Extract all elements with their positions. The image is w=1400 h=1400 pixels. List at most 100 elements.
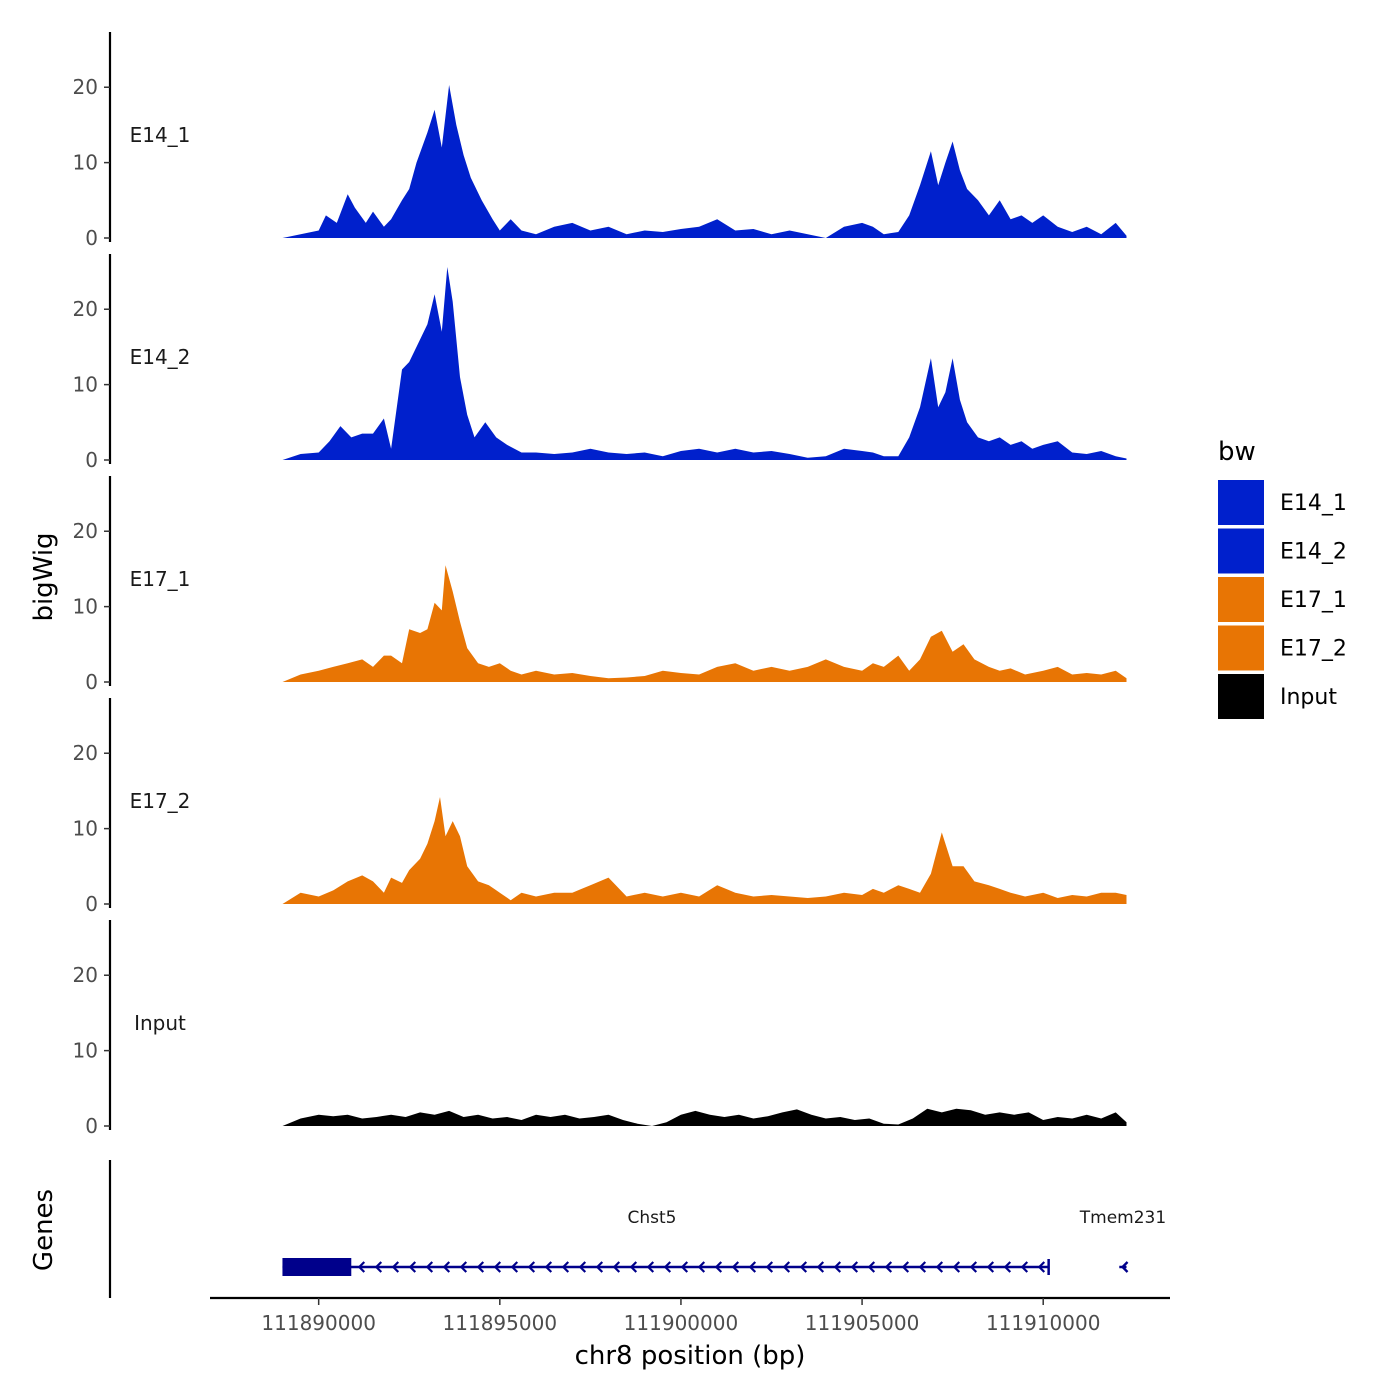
legend-label: Input bbox=[1280, 685, 1337, 710]
strand-arrow bbox=[510, 1261, 519, 1273]
legend-item: E17_2 bbox=[1218, 625, 1347, 671]
y-tick-label: 10 bbox=[73, 1039, 98, 1063]
genes-axis-title: Genes bbox=[29, 1189, 59, 1271]
track-e17-2: 0 10 20 E17_2 bbox=[73, 698, 1127, 916]
x-axis: 111890000 111895000 111900000 111905000 1119… bbox=[210, 1296, 1170, 1335]
coverage-area-input bbox=[282, 1108, 1127, 1126]
strand-arrow bbox=[612, 1261, 621, 1273]
legend: bw E14_1 E14_2 E17_1 E17_2 Input bbox=[1218, 437, 1347, 719]
x-tick-label: 111895000 bbox=[443, 1311, 558, 1335]
gene-tmem231: Tmem231 bbox=[1079, 1208, 1166, 1273]
strand-arrow bbox=[748, 1261, 757, 1273]
strand-arrow bbox=[561, 1261, 570, 1273]
y-tick-label: 20 bbox=[73, 519, 98, 543]
legend-label: E14_1 bbox=[1280, 491, 1347, 516]
strand-arrow bbox=[1003, 1261, 1012, 1273]
strand-arrow bbox=[646, 1261, 655, 1273]
legend-item: E17_1 bbox=[1218, 577, 1347, 622]
y-tick-label: 10 bbox=[73, 595, 98, 619]
coverage-area-e14-2 bbox=[282, 267, 1127, 460]
y-tick-label: 20 bbox=[73, 297, 98, 321]
coverage-area-e17-2 bbox=[282, 797, 1127, 904]
gene-exon bbox=[282, 1258, 352, 1276]
strand-arrow bbox=[663, 1261, 672, 1273]
strand-arrow bbox=[884, 1261, 893, 1273]
strand-arrow bbox=[493, 1261, 502, 1273]
y-tick-label: 20 bbox=[73, 75, 98, 99]
strand-arrow bbox=[1120, 1261, 1129, 1273]
y-axis-title: bigWig bbox=[29, 532, 59, 621]
strand-arrow bbox=[986, 1261, 995, 1273]
strand-arrow bbox=[935, 1261, 944, 1273]
coverage-area-e17-1 bbox=[282, 565, 1127, 682]
legend-label: E17_2 bbox=[1280, 637, 1347, 662]
strand-arrow bbox=[459, 1261, 468, 1273]
legend-item: E14_1 bbox=[1218, 480, 1347, 525]
track-label: E14_1 bbox=[130, 123, 191, 147]
strand-arrow bbox=[714, 1261, 723, 1273]
strand-arrow bbox=[833, 1261, 842, 1273]
strand-arrow bbox=[765, 1261, 774, 1273]
strand-arrow bbox=[816, 1261, 825, 1273]
legend-swatch bbox=[1218, 528, 1264, 574]
strand-arrow bbox=[357, 1261, 366, 1273]
y-tick-label: 0 bbox=[85, 892, 98, 916]
legend-swatch bbox=[1218, 674, 1264, 719]
legend-title: bw bbox=[1218, 437, 1256, 467]
gene-chst5: Chst5 bbox=[282, 1208, 1050, 1276]
track-label: Input bbox=[134, 1011, 186, 1035]
strand-arrow bbox=[629, 1261, 638, 1273]
y-tick-label: 20 bbox=[73, 741, 98, 765]
x-tick-label: 111900000 bbox=[624, 1311, 739, 1335]
strand-arrow bbox=[544, 1261, 553, 1273]
strand-arrow bbox=[731, 1261, 740, 1273]
strand-arrow bbox=[595, 1261, 604, 1273]
legend-swatch bbox=[1218, 577, 1264, 622]
track-e14-1: 0 10 20 E14_1 bbox=[73, 32, 1127, 250]
coverage-area-e14-1 bbox=[282, 85, 1127, 238]
y-tick-label: 10 bbox=[73, 817, 98, 841]
strand-arrow bbox=[527, 1261, 536, 1273]
strand-arrow bbox=[901, 1261, 910, 1273]
legend-swatch bbox=[1218, 625, 1264, 671]
gene-label: Chst5 bbox=[628, 1208, 677, 1228]
strand-arrow bbox=[391, 1261, 400, 1273]
x-tick-label: 111910000 bbox=[986, 1311, 1101, 1335]
strand-arrow bbox=[952, 1261, 961, 1273]
gene-label: Tmem231 bbox=[1079, 1208, 1166, 1228]
strand-arrow bbox=[969, 1261, 978, 1273]
legend-label: E17_1 bbox=[1280, 588, 1347, 613]
strand-arrow bbox=[476, 1261, 485, 1273]
x-tick-label: 111890000 bbox=[261, 1311, 376, 1335]
legend-label: E14_2 bbox=[1280, 540, 1347, 565]
track-label: E14_2 bbox=[130, 345, 191, 369]
legend-swatch bbox=[1218, 480, 1264, 525]
strand-arrow bbox=[578, 1261, 587, 1273]
y-tick-label: 10 bbox=[73, 151, 98, 175]
track-e17-1: 0 10 20 E17_1 bbox=[73, 476, 1127, 694]
y-tick-label: 20 bbox=[73, 963, 98, 987]
strand-arrow bbox=[408, 1261, 417, 1273]
coverage-tracks: 0 10 20 E14_1 0 10 20 E14_2 0 10 20 E17_1 0 10 20 E17_2… bbox=[73, 32, 1127, 1138]
strand-arrow bbox=[374, 1261, 383, 1273]
track-e14-2: 0 10 20 E14_2 bbox=[73, 254, 1127, 472]
strand-arrow bbox=[867, 1261, 876, 1273]
strand-arrow bbox=[1020, 1261, 1029, 1273]
track-label: E17_1 bbox=[130, 567, 191, 591]
y-tick-label: 0 bbox=[85, 1114, 98, 1138]
legend-item: Input bbox=[1218, 674, 1337, 719]
y-tick-label: 0 bbox=[85, 226, 98, 250]
y-tick-label: 0 bbox=[85, 670, 98, 694]
y-tick-label: 0 bbox=[85, 448, 98, 472]
legend-item: E14_2 bbox=[1218, 528, 1347, 574]
gene-annotation-panel: Chst5 Tmem231 bbox=[108, 1160, 1166, 1298]
x-axis-title: chr8 position (bp) bbox=[575, 1341, 806, 1371]
strand-arrow bbox=[697, 1261, 706, 1273]
strand-arrow bbox=[680, 1261, 689, 1273]
y-tick-label: 10 bbox=[73, 373, 98, 397]
x-tick-label: 111905000 bbox=[805, 1311, 920, 1335]
strand-arrow bbox=[1037, 1261, 1046, 1273]
track-label: E17_2 bbox=[130, 789, 191, 813]
track-input: 0 10 20 Input bbox=[73, 920, 1127, 1138]
strand-arrow bbox=[425, 1261, 434, 1273]
